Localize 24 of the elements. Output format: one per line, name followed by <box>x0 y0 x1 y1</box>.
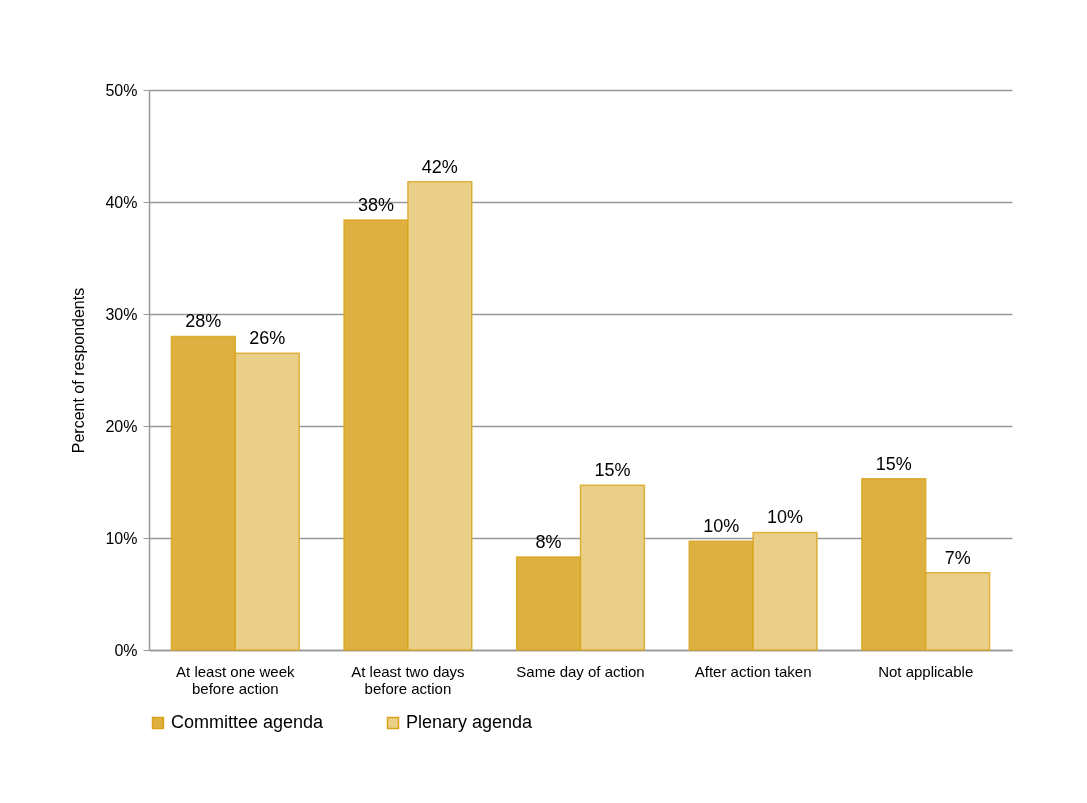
y-tick-label: 50% <box>105 81 138 99</box>
data-label: 10% <box>767 507 804 528</box>
data-label: 42% <box>421 156 458 177</box>
x-tick-label: At least two days before action <box>351 662 465 697</box>
x-tick-label: At least one week before action <box>176 662 295 697</box>
y-tick-label: 40% <box>105 193 138 211</box>
y-tick-label: 10% <box>105 529 138 547</box>
data-label: 26% <box>249 328 286 349</box>
x-tick-label: Not applicable <box>878 662 974 680</box>
data-label: 10% <box>703 516 740 537</box>
y-axis-title: Percent of respondents <box>70 287 88 454</box>
data-label: 7% <box>944 547 971 568</box>
y-tick-label: 20% <box>105 417 138 435</box>
x-tick-label: Same day of action <box>516 662 645 680</box>
data-label: 15% <box>875 453 912 474</box>
data-label: 38% <box>357 194 394 215</box>
y-tick-label: 30% <box>105 305 138 323</box>
data-label: 8% <box>535 532 562 553</box>
data-label: 15% <box>594 460 631 481</box>
legend-label: Plenary agenda <box>406 712 534 732</box>
data-label: 28% <box>185 311 222 332</box>
y-tick-label: 0% <box>114 641 138 659</box>
legend-label: Committee agenda <box>171 712 325 732</box>
x-tick-label: After action taken <box>694 662 812 680</box>
